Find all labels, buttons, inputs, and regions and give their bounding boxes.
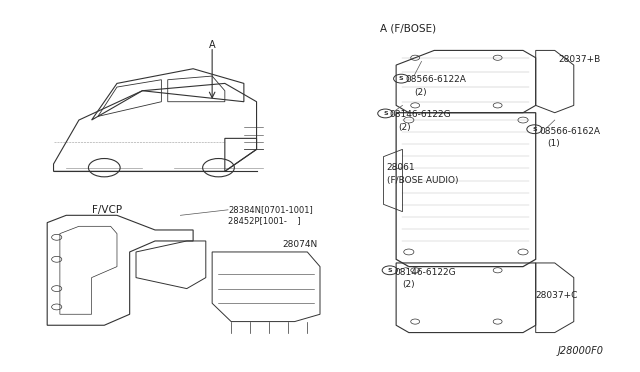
Text: J28000F0: J28000F0 bbox=[558, 346, 604, 356]
Text: 28452P[1001-    ]: 28452P[1001- ] bbox=[228, 216, 301, 225]
Text: 08146-6122G: 08146-6122G bbox=[394, 267, 456, 277]
Text: S: S bbox=[399, 76, 404, 81]
Text: 28037+B: 28037+B bbox=[558, 55, 600, 64]
Text: F/VCP: F/VCP bbox=[92, 205, 122, 215]
Text: A (F/BOSE): A (F/BOSE) bbox=[380, 23, 436, 33]
Text: 28074N: 28074N bbox=[282, 240, 317, 249]
Text: S: S bbox=[532, 127, 537, 132]
Text: 08566-6122A: 08566-6122A bbox=[406, 75, 467, 84]
Text: 08566-6162A: 08566-6162A bbox=[539, 126, 600, 135]
Text: (2): (2) bbox=[403, 280, 415, 289]
Text: A: A bbox=[209, 40, 216, 50]
Text: 28384N[0701-1001]: 28384N[0701-1001] bbox=[228, 205, 313, 214]
Text: 08146-6122G: 08146-6122G bbox=[390, 110, 451, 119]
Text: (F/BOSE AUDIO): (F/BOSE AUDIO) bbox=[387, 176, 458, 185]
Text: 28037+C: 28037+C bbox=[536, 291, 578, 301]
Text: S: S bbox=[387, 268, 392, 273]
Text: S: S bbox=[383, 111, 388, 116]
Text: (1): (1) bbox=[547, 140, 560, 148]
Text: (2): (2) bbox=[414, 88, 426, 97]
Text: 28061: 28061 bbox=[387, 163, 415, 172]
Text: (2): (2) bbox=[398, 123, 411, 132]
